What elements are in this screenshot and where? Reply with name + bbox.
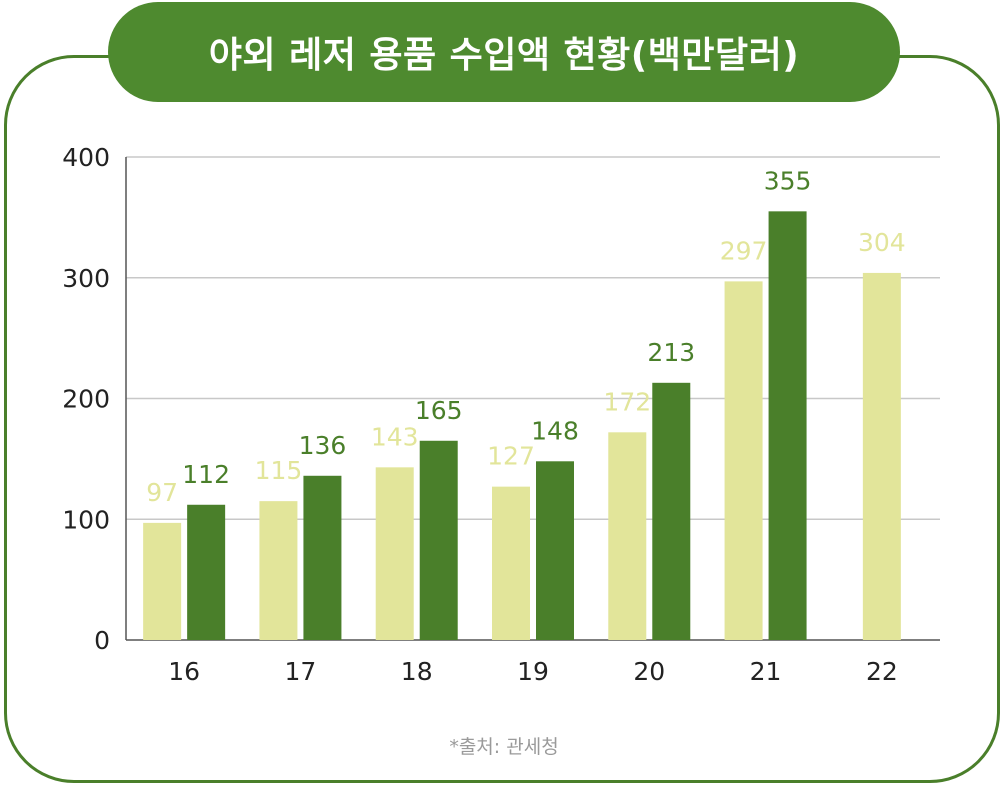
x-tick-label: 20 [633,657,665,686]
data-label: 148 [531,416,579,445]
data-label: 172 [603,387,651,416]
chart-frame [4,55,1000,783]
data-label: 143 [371,422,419,451]
x-tick-label: 18 [401,657,433,686]
bar [143,522,182,640]
x-tick-label: 19 [517,657,549,686]
title-banner: 야외 레저 용품 수입액 현황(백만달러) [108,2,900,102]
bar [652,382,691,640]
y-tick-label: 100 [62,505,110,534]
bar [724,281,763,640]
bar [303,475,342,640]
data-label: 115 [255,456,303,485]
bar [768,211,807,640]
bar [259,501,298,640]
x-tick-label: 22 [866,657,898,686]
chart-title: 야외 레저 용품 수입액 현황(백만달러) [208,35,800,76]
data-label: 127 [487,442,535,471]
data-label: 355 [764,166,812,195]
bar [419,440,458,640]
data-label: 97 [146,478,178,507]
y-tick-label: 200 [62,385,110,414]
x-tick-label: 17 [285,657,317,686]
y-tick-label: 300 [62,264,110,293]
bar [608,432,647,640]
data-label: 297 [720,236,768,265]
bar [536,461,574,640]
data-label: 165 [415,396,463,425]
data-label: 304 [858,228,906,257]
bar [492,486,530,640]
y-tick-label: 400 [62,143,110,172]
x-tick-label: 16 [168,657,200,686]
data-label: 136 [299,431,347,460]
x-tick-label: 21 [750,657,782,686]
source-note: *출처: 관세청 [449,736,559,758]
bar [187,504,226,640]
bar [375,467,414,640]
y-tick-label: 0 [94,626,110,655]
bar [862,272,901,640]
data-label: 213 [647,338,695,367]
data-label: 112 [182,460,230,489]
